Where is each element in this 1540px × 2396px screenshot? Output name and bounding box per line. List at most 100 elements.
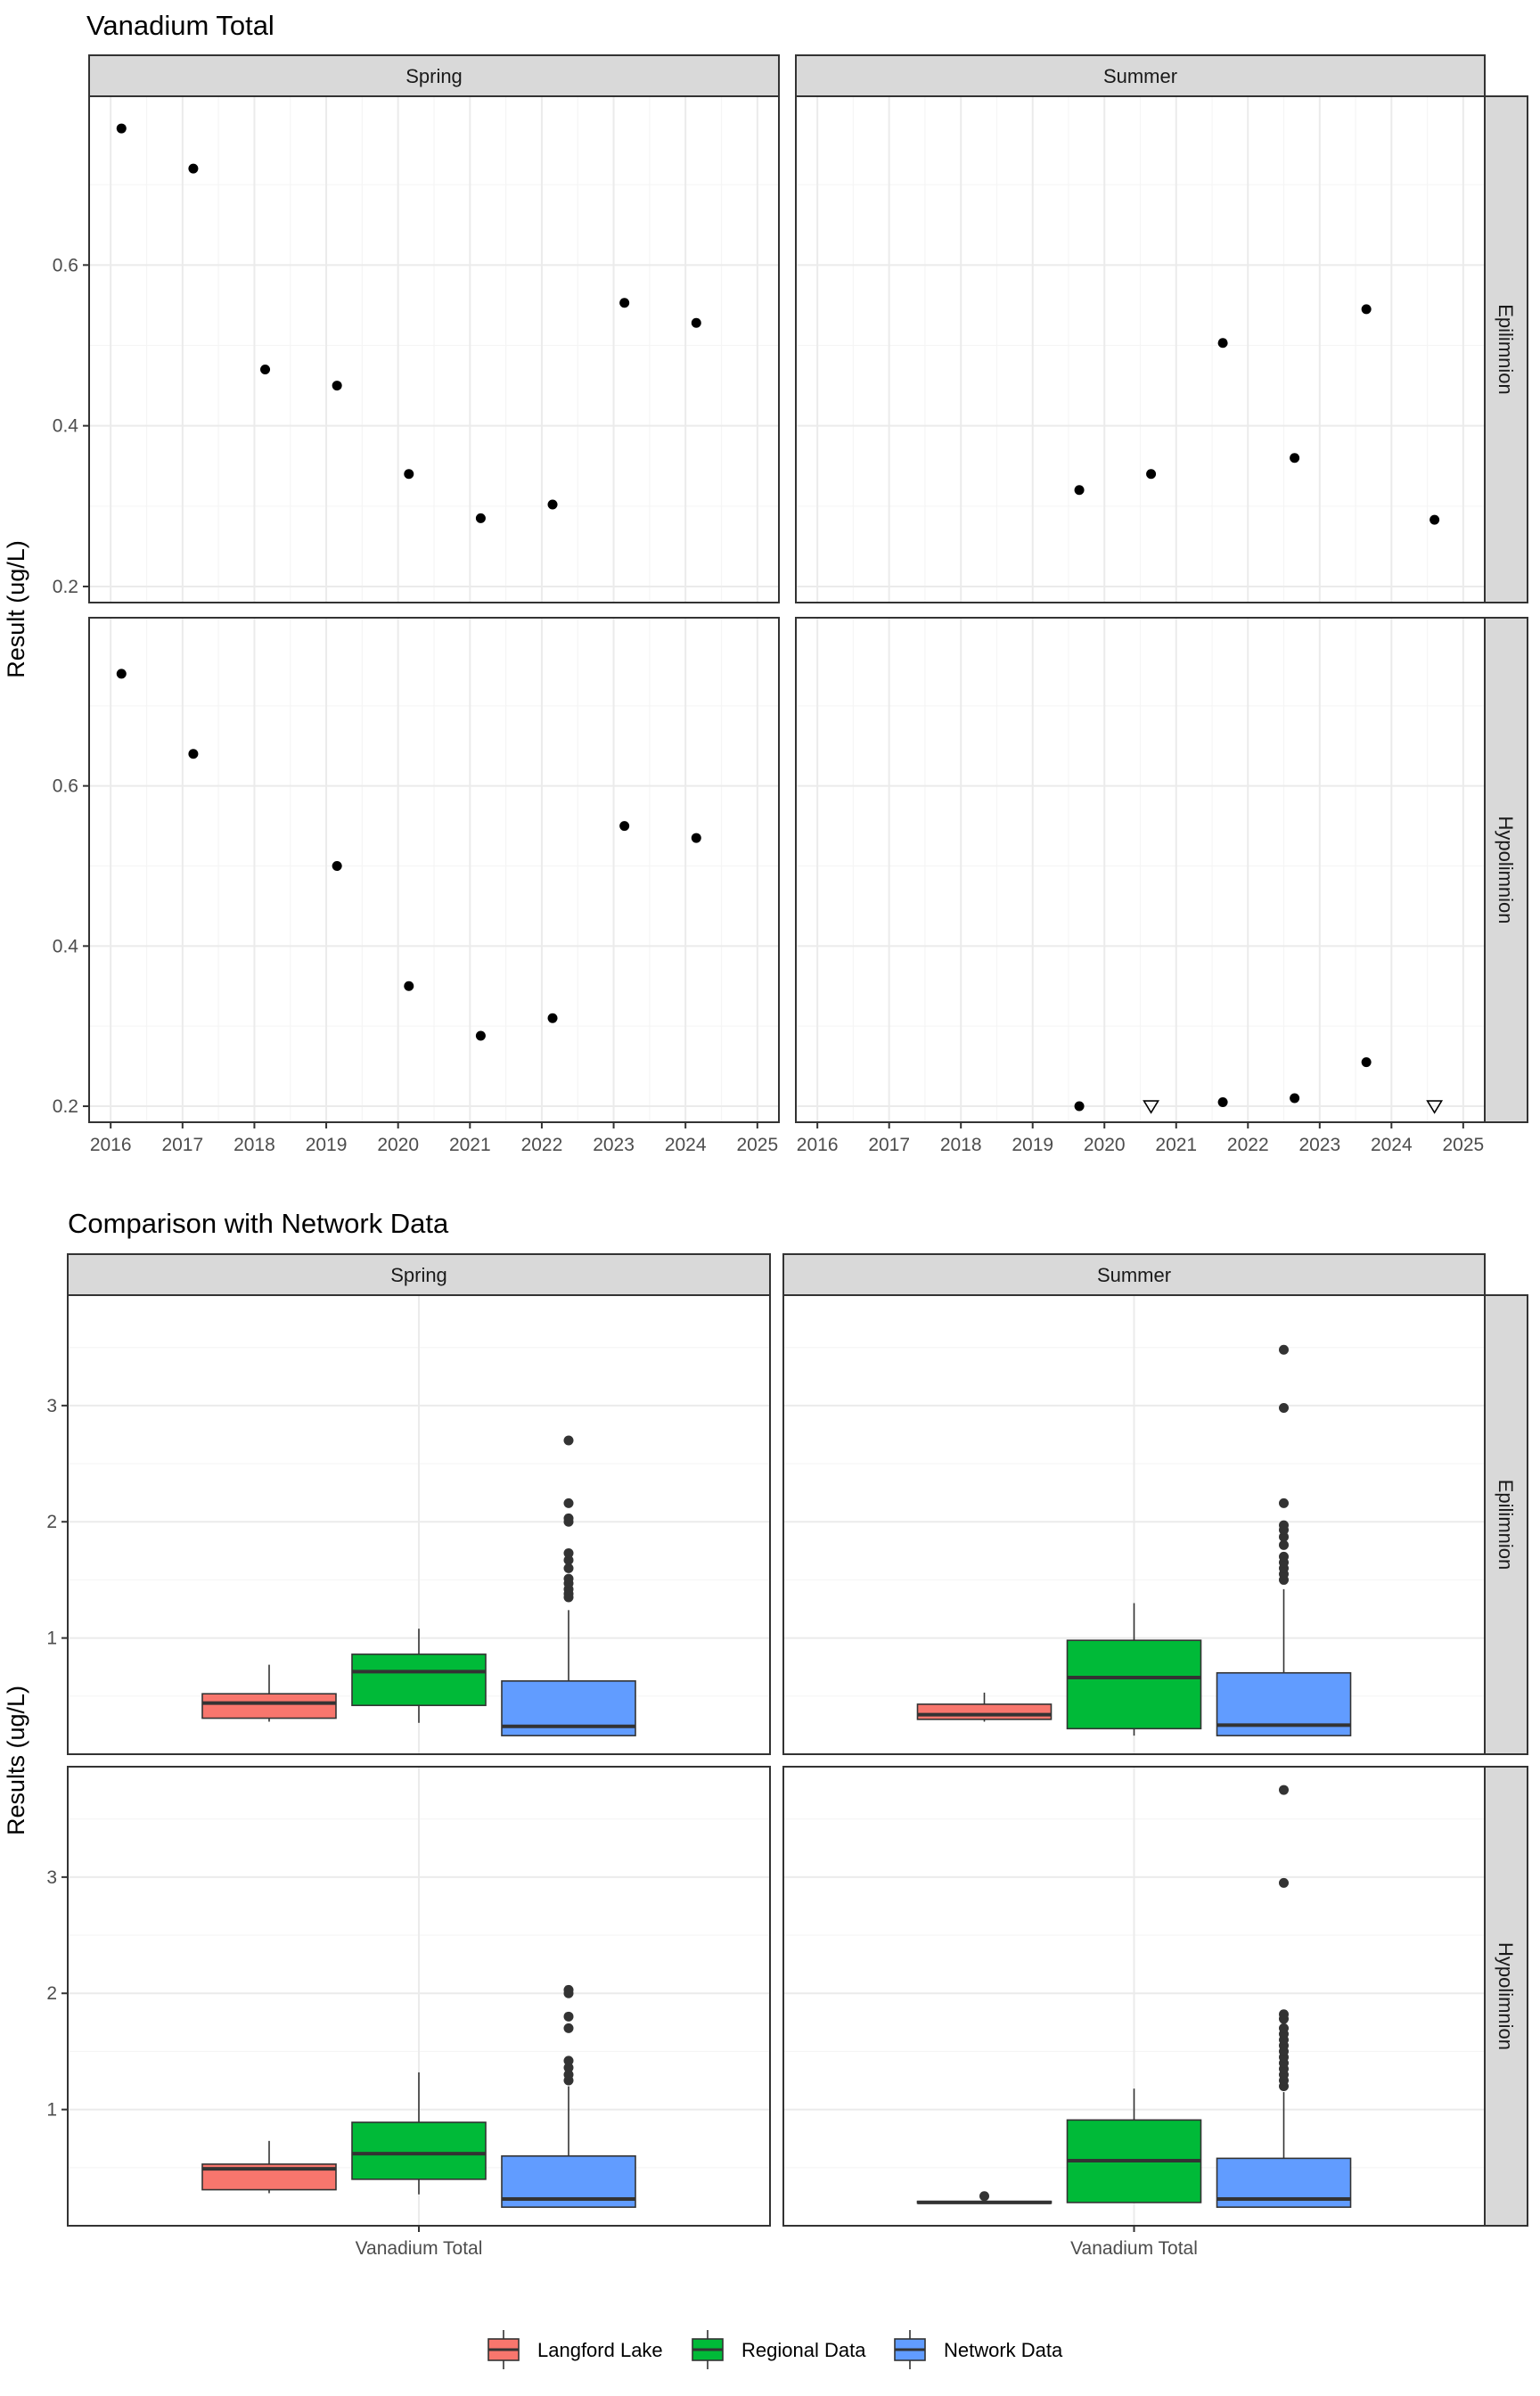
scatter-point — [1074, 485, 1085, 496]
box-outlier — [1279, 1520, 1289, 1530]
scatter-x-tick-label: 2020 — [377, 1135, 419, 1155]
box-row-strip-label: Hypolimnion — [1495, 1942, 1517, 2050]
scatter-x-tick-label: 2019 — [1012, 1135, 1053, 1155]
scatter-x-tick-label: 2019 — [306, 1135, 348, 1155]
scatter-y-tick-label: 0.4 — [53, 936, 79, 956]
scatter-y-tick-label: 0.4 — [53, 416, 79, 437]
scatter-point — [1429, 514, 1440, 525]
scatter-x-tick-label: 2016 — [90, 1135, 132, 1155]
box-outlier — [563, 1563, 574, 1573]
box-outlier — [1279, 2009, 1289, 2020]
box-outlier — [563, 1547, 574, 1558]
scatter-point — [1290, 453, 1300, 464]
scatter-point — [691, 317, 701, 328]
box-outlier — [563, 1513, 574, 1523]
box-outlier — [1279, 1551, 1289, 1562]
scatter-column-strip-label: Spring — [405, 65, 463, 87]
legend-label: Langford Lake — [537, 2339, 663, 2361]
box-column-strip-label: Summer — [1097, 1264, 1171, 1286]
scatter-point — [691, 833, 701, 843]
scatter-point — [547, 1013, 558, 1023]
scatter-point — [1217, 338, 1228, 349]
scatter-x-tick-label: 2022 — [521, 1135, 563, 1155]
scatter-point — [260, 365, 271, 375]
legend-label: Network Data — [944, 2339, 1063, 2361]
box-row-strip-label: Epilimnion — [1495, 1480, 1517, 1571]
boxplot-figure: Spring Summer Epilimnion Hypolimnion 1 2 3 1 2 3 V… — [46, 1253, 1528, 2259]
box-column-strip-1 — [782, 1253, 1486, 1296]
box-x-tick-label: Vanadium Total — [1070, 2238, 1198, 2259]
scatter-point — [1290, 1093, 1300, 1104]
scatter-point — [116, 123, 127, 134]
box-outlier — [1279, 1539, 1289, 1550]
box-outlier — [1279, 2023, 1289, 2033]
scatter-point — [475, 1030, 486, 1041]
scatter-x-tick-label: 2018 — [940, 1135, 982, 1155]
scatter-y-tick-label: 0.2 — [53, 1096, 78, 1117]
box-y-tick-label: 3 — [46, 1867, 57, 1888]
scatter-point — [188, 163, 199, 174]
box-outlier — [563, 1984, 574, 1995]
box-y-tick-label: 1 — [46, 2100, 57, 2121]
scatter-x-tick-label: 2017 — [868, 1135, 910, 1155]
box-outlier — [563, 2011, 574, 2022]
scatter-column-strip-label: Summer — [1103, 65, 1177, 87]
box-outlier — [1279, 1877, 1289, 1888]
scatter-point — [547, 499, 558, 510]
scatter-x-tick-label: 2016 — [797, 1135, 839, 1155]
box-outlier — [1279, 1498, 1289, 1508]
box-y-tick-label: 2 — [46, 1512, 57, 1532]
scatter-y-tick-label: 0.6 — [53, 776, 78, 797]
box-outlier — [1279, 1531, 1289, 1542]
legend: Langford Lake Regional Data Network Data — [487, 2330, 1063, 2369]
box-iqr — [916, 1703, 1053, 1720]
legend-label: Regional Data — [741, 2339, 866, 2361]
scatter-point — [1361, 304, 1372, 315]
scatter-point — [619, 821, 630, 832]
box-outlier — [979, 2191, 989, 2202]
scatter-point — [1146, 469, 1157, 480]
scatter-point — [1217, 1097, 1228, 1108]
box-column-strip-label: Spring — [390, 1264, 447, 1286]
box-outlier — [563, 1573, 574, 1584]
scatter-x-tick-label: 2025 — [1442, 1135, 1484, 1155]
scatter-point — [1074, 1101, 1085, 1112]
scatter-y-tick-label: 0.6 — [53, 255, 78, 275]
box-y-tick-label: 2 — [46, 1983, 57, 2004]
box-outlier — [1279, 1344, 1289, 1355]
scatter-x-tick-label: 2022 — [1227, 1135, 1269, 1155]
scatter-x-tick-label: 2023 — [593, 1135, 635, 1155]
scatter-panel-border-1-0 — [88, 617, 780, 1123]
box-outlier — [563, 2023, 574, 2033]
scatter-point — [116, 669, 127, 679]
box-column-strip-0 — [67, 1253, 771, 1296]
chart-title-vanadium-total: Vanadium Total — [86, 10, 274, 41]
box-iqr — [351, 2121, 487, 2180]
scatter-x-tick-label: 2018 — [233, 1135, 275, 1155]
box-y-tick-label: 1 — [46, 1629, 57, 1649]
scatter-point — [1361, 1057, 1372, 1068]
scatter-figure: Spring Summer Epilimnion Hypolimnion 0.2 0.4 0… — [53, 54, 1528, 1155]
box-outlier — [1279, 1402, 1289, 1413]
scatter-y-tick-label: 0.2 — [53, 577, 78, 597]
box-y-tick-label: 3 — [46, 1396, 57, 1416]
scatter-x-tick-label: 2024 — [1371, 1135, 1413, 1155]
scatter-x-tick-label: 2021 — [1155, 1135, 1197, 1155]
scatter-row-strip-label: Epilimnion — [1495, 304, 1517, 395]
scatter-point — [404, 981, 414, 991]
scatter-point — [332, 381, 342, 391]
box-outlier — [563, 1498, 574, 1508]
box-row-strip-0 — [1484, 1294, 1528, 1755]
scatter-row-strip-0 — [1484, 95, 1528, 603]
box-x-tick-label: Vanadium Total — [356, 2238, 483, 2259]
y-axis-title-scatter: Result (ug/L) — [3, 540, 29, 678]
scatter-column-strip-1 — [795, 54, 1486, 97]
scatter-x-tick-label: 2021 — [449, 1135, 491, 1155]
box-outlier — [563, 1555, 574, 1565]
box-outlier — [563, 2070, 574, 2080]
scatter-x-tick-label: 2023 — [1298, 1135, 1340, 1155]
scatter-column-strip-0 — [88, 54, 780, 97]
scatter-x-tick-label: 2020 — [1084, 1135, 1126, 1155]
scatter-x-tick-label: 2024 — [665, 1135, 707, 1155]
scatter-row-strip-1 — [1484, 617, 1528, 1123]
